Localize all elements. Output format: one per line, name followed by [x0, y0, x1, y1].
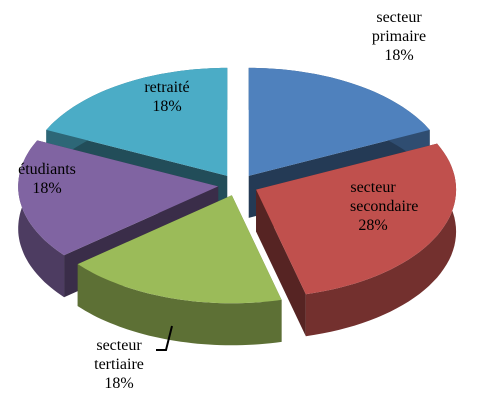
- value-label: 18%: [32, 180, 62, 197]
- slice-top: [256, 143, 457, 295]
- value-label: 18%: [152, 98, 182, 115]
- slice-label: secteur primaire 18%: [344, 8, 454, 65]
- slice-label: retraité 18%: [112, 78, 222, 116]
- value-label: 18%: [104, 375, 134, 392]
- slice-top: [46, 67, 228, 176]
- slice-side: [256, 189, 306, 337]
- category-name: secteur secondaire: [350, 179, 419, 215]
- slice-label: secteur secondaire 28%: [328, 178, 418, 235]
- slice-label: étudiants 18%: [0, 160, 102, 198]
- slice-top: [77, 195, 282, 304]
- leader-line: [156, 325, 173, 351]
- category-name: secteur tertiaire: [94, 337, 144, 373]
- value-label: 18%: [384, 47, 414, 64]
- slice-top: [248, 67, 430, 176]
- slice-wall: [77, 264, 282, 346]
- category-name: étudiants: [18, 161, 76, 178]
- category-name: retraité: [144, 79, 190, 96]
- value-label: 28%: [358, 217, 388, 234]
- slice-top: [18, 140, 219, 256]
- category-name: secteur primaire: [371, 9, 427, 45]
- slice-label: secteur tertiaire 18%: [64, 336, 174, 393]
- slice-wall: [305, 143, 457, 337]
